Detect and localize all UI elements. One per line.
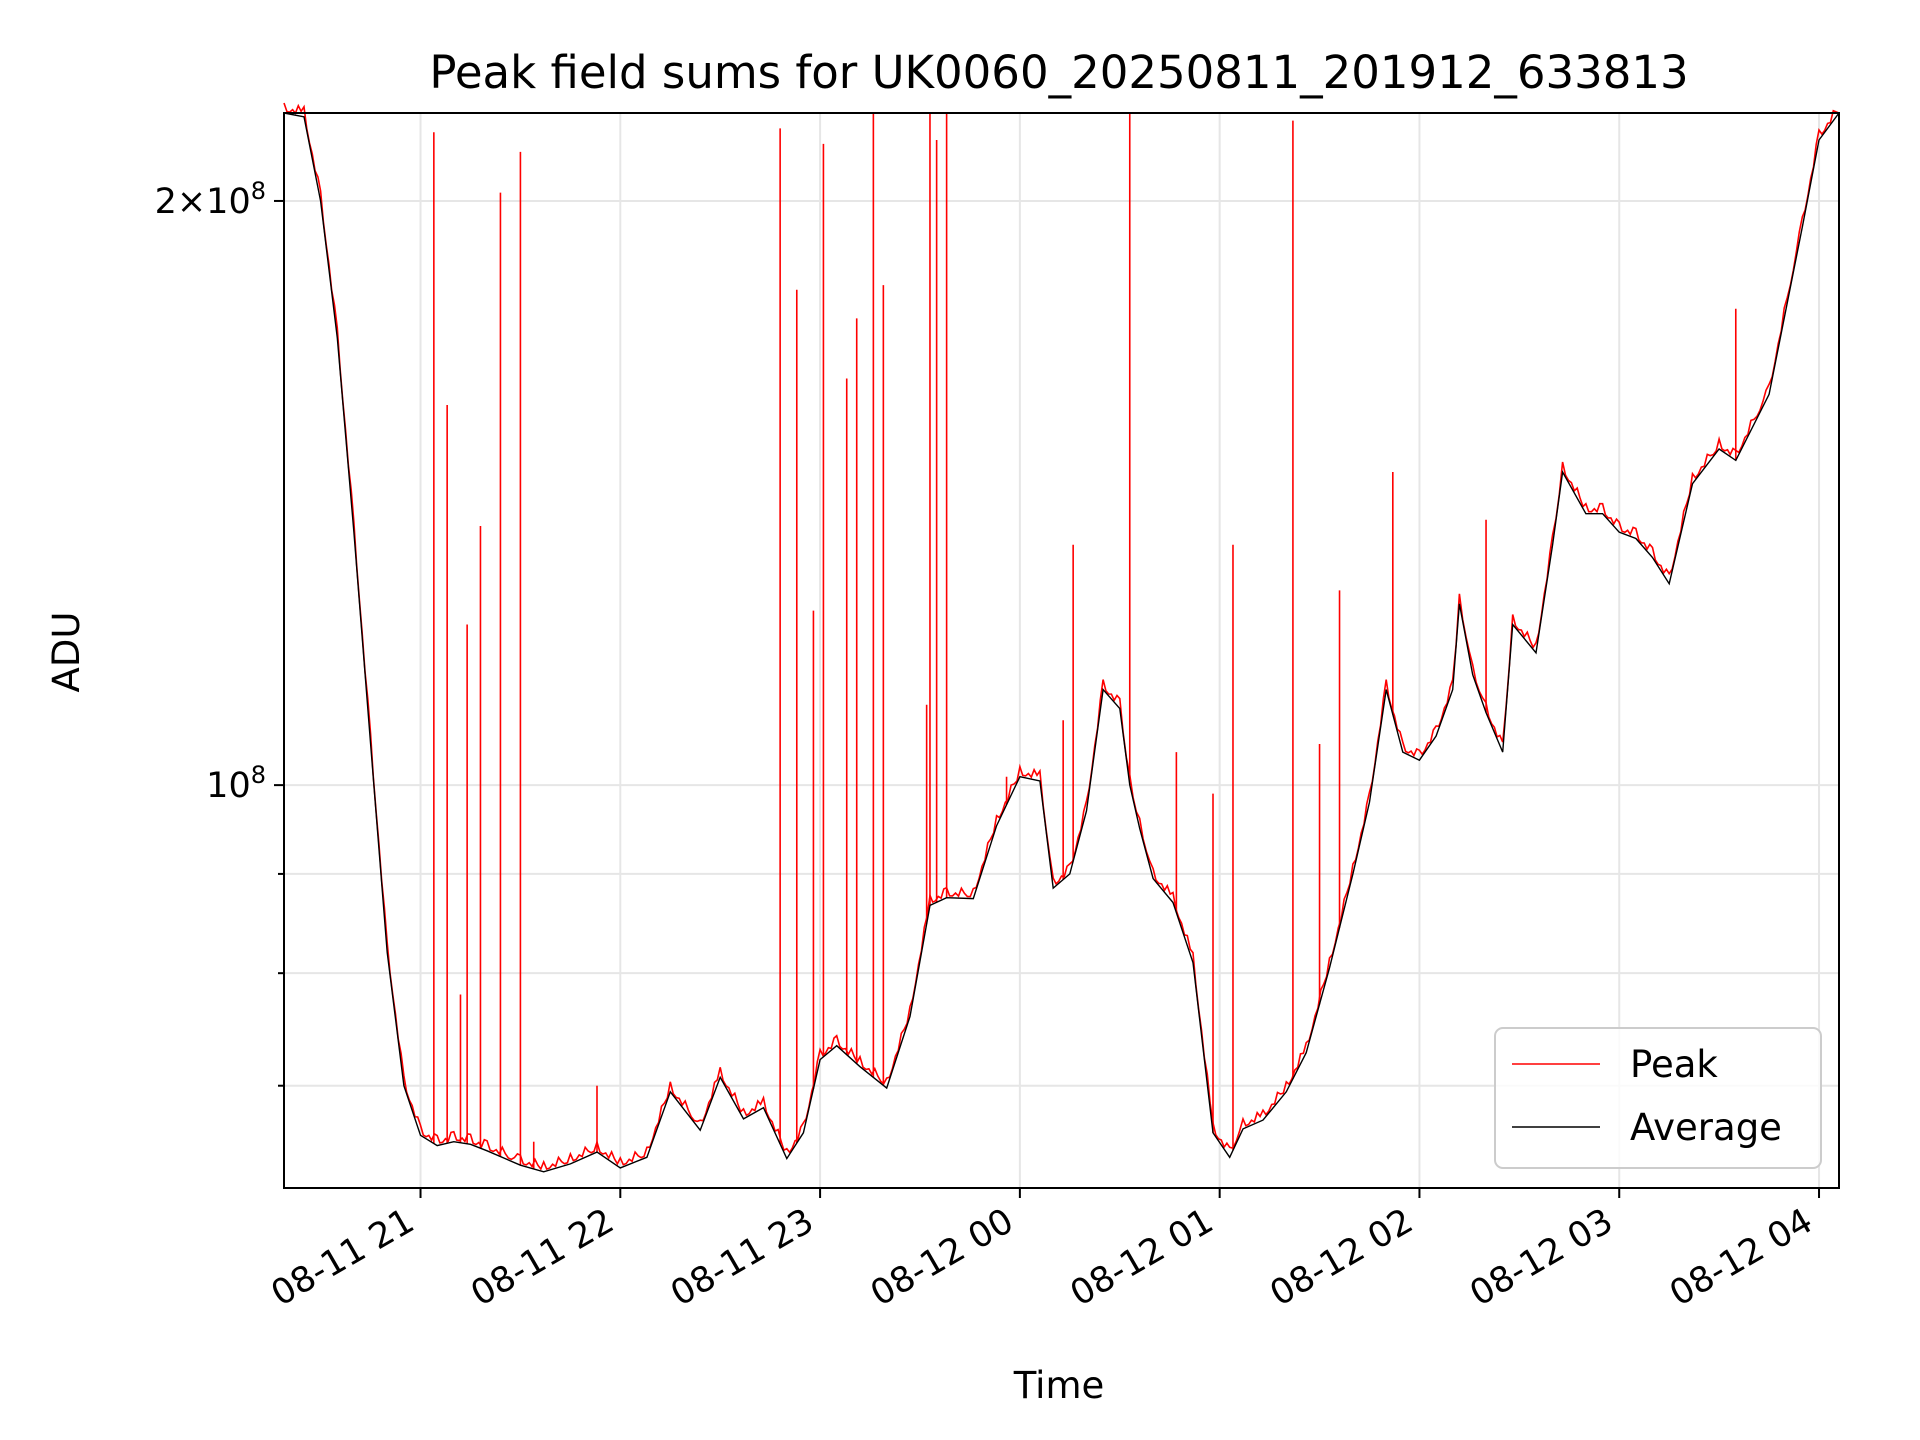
plot-frame: [283, 112, 1840, 1189]
legend-label-peak: Peak: [1630, 1043, 1718, 1086]
series-peak: [283, 102, 1840, 1171]
legend-label-average: Average: [1630, 1106, 1782, 1149]
chart-title: Peak field sums for UK0060_20250811_2019…: [429, 46, 1688, 99]
legend-box: [1494, 1027, 1822, 1169]
legend: Peak Average: [1494, 1027, 1822, 1169]
average-line: [283, 112, 1840, 1173]
y-axis: 2×108 108: [155, 177, 284, 1087]
x-axis-label: Time: [1013, 1364, 1105, 1407]
y-tick-label: 108: [206, 761, 266, 806]
y-tick-label: 2×108: [155, 177, 266, 222]
plot-area: [283, 102, 1840, 1173]
y-axis-label: ADU: [45, 612, 88, 693]
peak-line: [283, 102, 1840, 1171]
series-average: [283, 112, 1840, 1173]
